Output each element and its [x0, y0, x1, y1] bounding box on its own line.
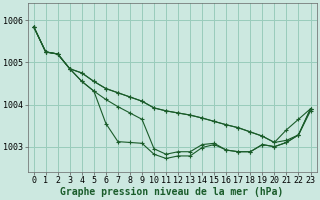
- X-axis label: Graphe pression niveau de la mer (hPa): Graphe pression niveau de la mer (hPa): [60, 186, 284, 197]
